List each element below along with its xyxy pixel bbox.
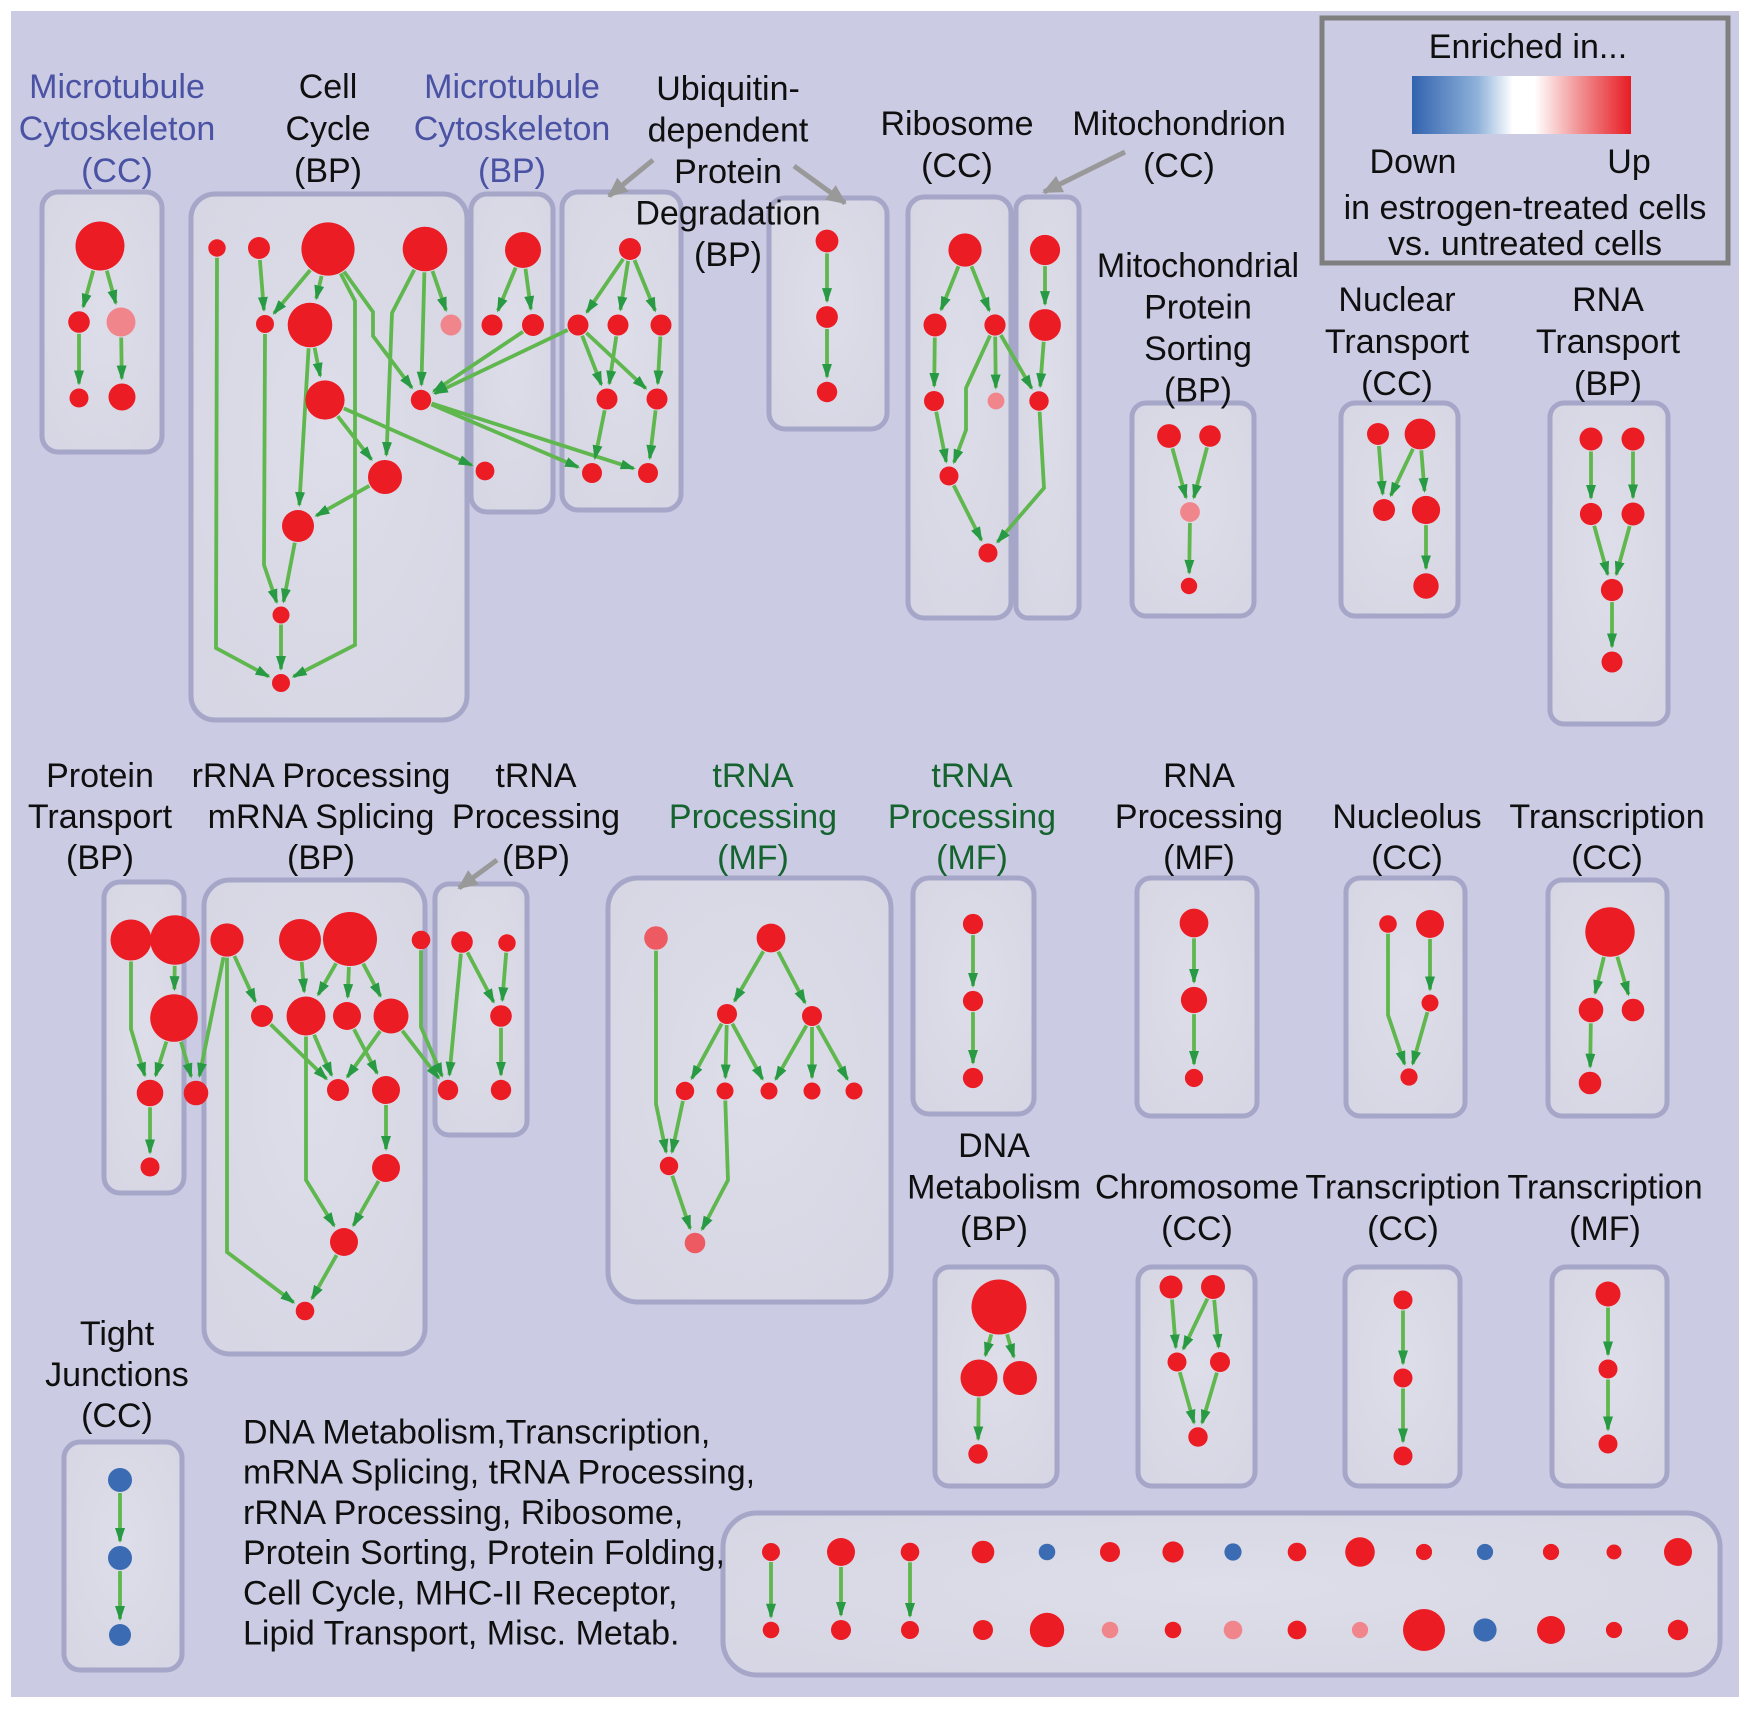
svg-text:Processing: Processing [1115, 798, 1283, 836]
svg-text:vs. untreated cells: vs. untreated cells [1388, 225, 1662, 263]
svg-text:mRNA Splicing: mRNA Splicing [208, 798, 435, 836]
svg-text:Cell: Cell [299, 68, 358, 106]
svg-text:(MF): (MF) [936, 839, 1008, 877]
svg-text:(CC): (CC) [1571, 839, 1643, 877]
svg-text:Nuclear: Nuclear [1338, 281, 1455, 319]
svg-text:Protein Sorting, Protein Foldi: Protein Sorting, Protein Folding, [243, 1534, 725, 1572]
svg-text:(BP): (BP) [66, 839, 134, 877]
svg-text:Protein: Protein [46, 757, 154, 795]
svg-text:Chromosome: Chromosome [1095, 1169, 1299, 1207]
svg-text:Mitochondrial: Mitochondrial [1097, 247, 1299, 285]
svg-text:(BP): (BP) [1574, 365, 1642, 403]
svg-text:rRNA Processing, Ribosome,: rRNA Processing, Ribosome, [243, 1494, 683, 1532]
svg-text:Transcription: Transcription [1305, 1169, 1500, 1207]
svg-text:Lipid Transport, Misc. Metab.: Lipid Transport, Misc. Metab. [243, 1615, 680, 1653]
svg-text:Ribosome: Ribosome [880, 105, 1033, 143]
svg-text:Processing: Processing [888, 798, 1056, 836]
svg-text:(BP): (BP) [502, 839, 570, 877]
svg-text:Tight: Tight [80, 1315, 155, 1353]
svg-text:DNA Metabolism,Transcription,: DNA Metabolism,Transcription, [243, 1414, 710, 1452]
svg-text:Cell Cycle, MHC-II Receptor,: Cell Cycle, MHC-II Receptor, [243, 1574, 678, 1612]
svg-text:rRNA Processing: rRNA Processing [192, 757, 451, 795]
svg-text:(CC): (CC) [921, 147, 993, 185]
svg-text:Transport: Transport [1536, 323, 1681, 361]
svg-text:(BP): (BP) [694, 236, 762, 274]
svg-text:(MF): (MF) [717, 839, 789, 877]
svg-text:tRNA: tRNA [495, 757, 577, 795]
svg-text:Transcription: Transcription [1507, 1169, 1702, 1207]
svg-text:Ubiquitin-: Ubiquitin- [656, 70, 800, 108]
svg-text:Junctions: Junctions [45, 1356, 189, 1394]
svg-text:(CC): (CC) [1367, 1210, 1439, 1248]
svg-text:RNA: RNA [1163, 757, 1235, 795]
svg-text:Microtubule: Microtubule [424, 68, 600, 106]
svg-text:Up: Up [1607, 143, 1650, 181]
svg-text:(BP): (BP) [294, 152, 362, 190]
svg-text:(CC): (CC) [81, 152, 153, 190]
svg-text:Protein: Protein [674, 153, 782, 191]
svg-text:(CC): (CC) [1361, 365, 1433, 403]
svg-text:Protein: Protein [1144, 289, 1252, 327]
svg-text:Degradation: Degradation [635, 195, 820, 233]
svg-text:(CC): (CC) [1143, 147, 1215, 185]
svg-text:mRNA Splicing, tRNA Processing: mRNA Splicing, tRNA Processing, [243, 1454, 755, 1492]
svg-text:(BP): (BP) [478, 152, 546, 190]
svg-text:(MF): (MF) [1569, 1210, 1641, 1248]
svg-text:(CC): (CC) [81, 1397, 153, 1435]
svg-text:Transcription: Transcription [1509, 798, 1704, 836]
svg-text:(BP): (BP) [960, 1210, 1028, 1248]
svg-text:Cytoskeleton: Cytoskeleton [19, 110, 216, 148]
svg-text:(CC): (CC) [1371, 839, 1443, 877]
svg-text:Transport: Transport [28, 798, 173, 836]
svg-text:(MF): (MF) [1163, 839, 1235, 877]
svg-text:Cytoskeleton: Cytoskeleton [414, 110, 611, 148]
svg-text:Transport: Transport [1325, 323, 1470, 361]
svg-text:Enriched in...: Enriched in... [1429, 28, 1627, 66]
svg-text:(BP): (BP) [287, 839, 355, 877]
svg-text:Sorting: Sorting [1144, 330, 1252, 368]
svg-text:tRNA: tRNA [712, 757, 794, 795]
svg-text:(BP): (BP) [1164, 372, 1232, 410]
svg-text:Processing: Processing [669, 798, 837, 836]
svg-text:Microtubule: Microtubule [29, 68, 205, 106]
svg-text:Mitochondrion: Mitochondrion [1072, 105, 1286, 143]
svg-text:in estrogen-treated cells: in estrogen-treated cells [1344, 189, 1707, 227]
svg-text:Metabolism: Metabolism [907, 1169, 1081, 1207]
svg-text:(CC): (CC) [1161, 1210, 1233, 1248]
svg-text:Processing: Processing [452, 798, 620, 836]
svg-text:Cycle: Cycle [285, 110, 370, 148]
svg-text:dependent: dependent [648, 112, 809, 150]
svg-text:RNA: RNA [1572, 281, 1644, 319]
svg-text:Nucleolus: Nucleolus [1332, 798, 1481, 836]
svg-text:Down: Down [1370, 143, 1457, 181]
svg-text:DNA: DNA [958, 1127, 1030, 1165]
svg-text:tRNA: tRNA [931, 757, 1013, 795]
